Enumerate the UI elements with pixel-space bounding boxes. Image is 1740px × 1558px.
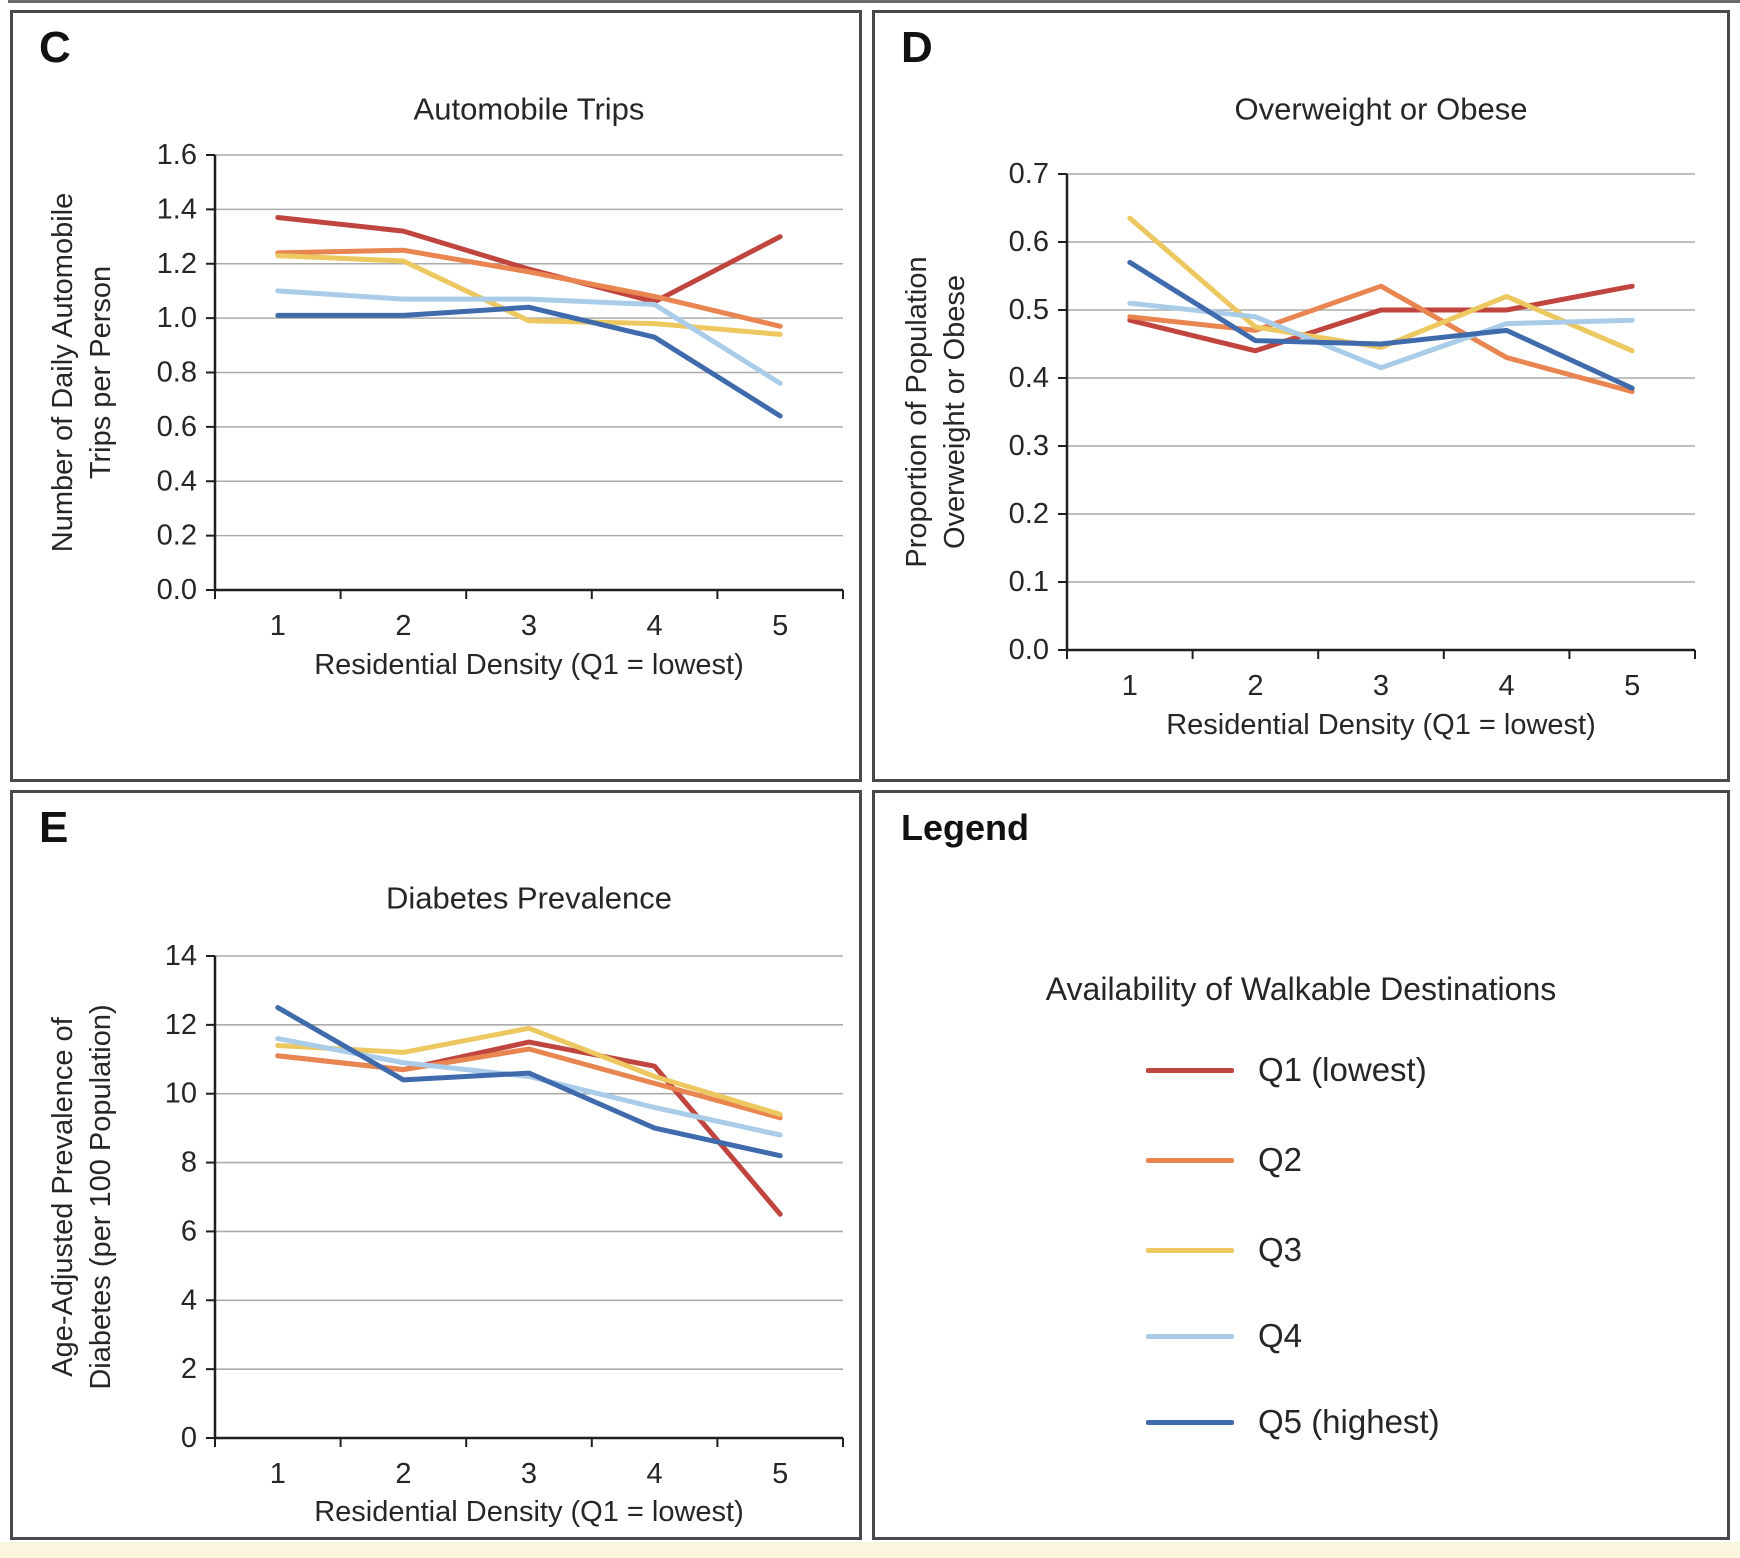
series-line-q5 bbox=[275, 304, 783, 419]
series-line-q5 bbox=[275, 1005, 783, 1159]
y-tick-label: 1.6 bbox=[157, 139, 197, 171]
panel-letter-d: D bbox=[901, 23, 933, 72]
x-tick-label: 5 bbox=[1624, 670, 1640, 702]
series-line-q1 bbox=[275, 1039, 783, 1217]
legend-entry-q2: Q2 bbox=[1146, 1135, 1302, 1185]
series-line-q3 bbox=[1127, 215, 1635, 354]
x-tick-label: 1 bbox=[270, 1458, 286, 1490]
y-tick-label: 0.4 bbox=[1009, 362, 1049, 394]
legend-entry-label: Q5 (highest) bbox=[1258, 1403, 1440, 1440]
y-tick-label: 14 bbox=[165, 940, 197, 972]
y-tick-label: 4 bbox=[181, 1284, 197, 1316]
legend-entry-label: Q3 bbox=[1258, 1231, 1303, 1268]
legend-entries: Q1 (lowest) Q2 Q3 Q4 Q5 (highest) bbox=[875, 793, 1727, 1537]
x-tick-label: 2 bbox=[395, 610, 411, 642]
y-tick-label: 0.6 bbox=[157, 411, 197, 443]
y-axis-title-line: Trips per Person bbox=[85, 266, 117, 479]
y-tick-label: 2 bbox=[181, 1353, 197, 1385]
legend-entry-label: Q2 bbox=[1258, 1141, 1303, 1178]
y-tick-label: 10 bbox=[165, 1078, 197, 1110]
x-tick-label: 4 bbox=[647, 610, 663, 642]
figure-top-rule bbox=[8, 0, 1740, 3]
y-axis-title-line: Number of Daily Automobile bbox=[47, 193, 79, 552]
y-tick-label: 0.4 bbox=[157, 465, 197, 497]
series-line-q3 bbox=[275, 1025, 783, 1117]
y-tick-label: 0 bbox=[181, 1422, 197, 1454]
x-tick-label: 4 bbox=[1499, 670, 1515, 702]
legend-swatch-q4-line-icon bbox=[1146, 1333, 1234, 1339]
legend-entry-q5: Q5 (highest) bbox=[1146, 1397, 1440, 1447]
y-tick-label: 0.1 bbox=[1009, 566, 1049, 598]
panel-overweight-obese: D 0.0 0.1 0.2 0.3 0.4 0.5 0.6 0.7 Overweight or … bbox=[872, 10, 1730, 782]
series-line-q3 bbox=[275, 253, 783, 337]
x-axis-title: Residential Density (Q1 = lowest) bbox=[314, 1496, 744, 1528]
panel-letter-e: E bbox=[39, 803, 69, 852]
legend-heading: Legend bbox=[901, 807, 1030, 848]
series-line-q4 bbox=[275, 288, 783, 386]
x-tick-label: 3 bbox=[521, 610, 537, 642]
y-axis-title-line: Proportion of Population bbox=[901, 256, 933, 567]
x-axis-title: Residential Density (Q1 = lowest) bbox=[314, 649, 744, 681]
y-tick-label: 0.0 bbox=[157, 574, 197, 606]
overweight-obese-chart: 0.0 0.1 0.2 0.3 0.4 0.5 0.6 0.7 Overweight or Ob… bbox=[901, 92, 1696, 741]
legend-title: Availability of Walkable Destinations bbox=[1045, 971, 1557, 1007]
panel-legend: Legend Availability of Walkable Destinat… bbox=[872, 790, 1730, 1540]
x-tick-label: 1 bbox=[1122, 670, 1138, 702]
series-line-q1 bbox=[1127, 283, 1635, 354]
legend-swatch-q2-line-icon bbox=[1146, 1157, 1234, 1163]
panel-diabetes-prevalence: E 0 2 4 6 8 10 12 14 Diabetes Prevalence 1 2 3 4 5 Res… bbox=[10, 790, 862, 1540]
legend-entry-q1: Q1 (lowest) bbox=[1146, 1045, 1427, 1095]
chart-title: Automobile Trips bbox=[414, 92, 645, 127]
series-line-q2 bbox=[275, 1046, 783, 1121]
chart-title: Diabetes Prevalence bbox=[386, 881, 672, 916]
y-axis-title-line: Diabetes (per 100 Population) bbox=[85, 1004, 117, 1389]
series-line-q4 bbox=[1127, 300, 1635, 371]
x-tick-label: 4 bbox=[647, 1458, 663, 1490]
legend-entry-q3: Q3 bbox=[1146, 1225, 1302, 1275]
automobile-trips-chart: 0.0 0.2 0.4 0.6 0.8 1.0 1.2 1.4 1.6 Automobile Tr… bbox=[47, 92, 844, 681]
y-tick-label: 1.4 bbox=[157, 193, 197, 225]
y-tick-label: 8 bbox=[181, 1147, 197, 1179]
legend-swatch-q1-line-icon bbox=[1146, 1067, 1234, 1073]
x-tick-label: 1 bbox=[270, 610, 286, 642]
y-tick-label: 0.8 bbox=[157, 357, 197, 389]
x-tick-label: 5 bbox=[772, 1458, 788, 1490]
series-line-q2 bbox=[1127, 283, 1635, 395]
y-tick-label: 0.2 bbox=[1009, 498, 1049, 530]
legend-swatch-q3-line-icon bbox=[1146, 1247, 1234, 1253]
y-tick-label: 0.2 bbox=[157, 520, 197, 552]
panel-letter-c: C bbox=[39, 23, 71, 72]
x-tick-label: 2 bbox=[1247, 670, 1263, 702]
chart-title: Overweight or Obese bbox=[1235, 92, 1528, 127]
legend-swatch-q5-line-icon bbox=[1146, 1419, 1234, 1425]
page-bottom-strip bbox=[0, 1542, 1740, 1558]
y-tick-label: 0.3 bbox=[1009, 430, 1049, 462]
y-tick-label: 0.7 bbox=[1009, 158, 1049, 190]
y-tick-label: 0.0 bbox=[1009, 634, 1049, 666]
y-tick-label: 0.6 bbox=[1009, 226, 1049, 258]
y-axis-title-line: Overweight or Obese bbox=[939, 275, 971, 549]
y-axis-title-line: Age-Adjusted Prevalence of bbox=[47, 1016, 79, 1376]
series-line-q1 bbox=[275, 215, 783, 305]
series-line-q2 bbox=[275, 247, 783, 329]
y-tick-label: 0.5 bbox=[1009, 294, 1049, 326]
x-axis-title: Residential Density (Q1 = lowest) bbox=[1166, 709, 1596, 741]
series-line-q5 bbox=[1127, 259, 1635, 391]
y-tick-label: 12 bbox=[165, 1009, 197, 1041]
x-tick-label: 3 bbox=[521, 1458, 537, 1490]
legend-entry-label: Q4 bbox=[1258, 1317, 1303, 1354]
y-tick-label: 6 bbox=[181, 1215, 197, 1247]
legend-entry-q4: Q4 bbox=[1146, 1311, 1302, 1361]
panel-automobile-trips: C 0.0 0.2 0.4 0.6 0.8 1.0 1.2 1.4 1.6 Automobile … bbox=[10, 10, 862, 782]
y-tick-label: 1.2 bbox=[157, 248, 197, 280]
x-tick-label: 2 bbox=[395, 1458, 411, 1490]
x-tick-label: 3 bbox=[1373, 670, 1389, 702]
x-tick-label: 5 bbox=[772, 610, 788, 642]
y-tick-label: 1.0 bbox=[157, 302, 197, 334]
legend-entry-label: Q1 (lowest) bbox=[1258, 1051, 1427, 1088]
